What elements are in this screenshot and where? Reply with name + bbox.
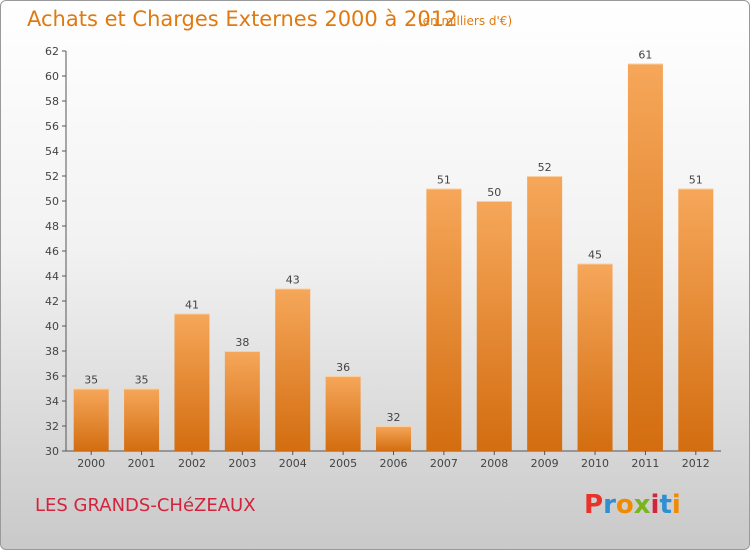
- bar-value-label: 61: [638, 49, 652, 62]
- y-tick-label: 32: [45, 420, 59, 433]
- x-tick-label: 2011: [631, 457, 659, 470]
- x-tick-label: 2008: [480, 457, 508, 470]
- bar-value-label: 35: [135, 374, 149, 387]
- bar-value-label: 50: [487, 186, 501, 199]
- chart-subtitle: (en milliers d'€): [418, 14, 513, 28]
- logo-letter: r: [603, 490, 616, 520]
- x-tick-label: 2005: [329, 457, 357, 470]
- commune-name: LES GRANDS-CHéZEAUX: [35, 495, 256, 516]
- bar: [224, 351, 260, 451]
- bar: [325, 376, 361, 451]
- bar: [275, 288, 311, 451]
- proxiti-logo: Proxiti: [584, 490, 681, 520]
- bar-value-label: 43: [286, 274, 300, 287]
- y-tick-label: 54: [45, 145, 59, 158]
- y-tick-label: 42: [45, 295, 59, 308]
- bars: 35 35 41 38 43 36 32 51 50 52 45 61 51: [73, 49, 714, 451]
- bar: [476, 201, 512, 451]
- x-tick-label: 2004: [279, 457, 307, 470]
- bar-value-label: 36: [336, 361, 350, 374]
- y-tick-label: 60: [45, 70, 59, 83]
- bar-value-label: 32: [387, 411, 401, 424]
- bar-value-label: 35: [84, 374, 98, 387]
- bar-value-label: 51: [437, 174, 451, 187]
- bar: [627, 63, 663, 451]
- bar: [426, 188, 462, 451]
- x-tick-label: 2003: [228, 457, 256, 470]
- logo-letter: t: [659, 490, 672, 520]
- logo-letter: i: [650, 490, 660, 520]
- x-tick-label: 2001: [128, 457, 156, 470]
- logo-letter: x: [633, 490, 651, 520]
- bar-value-label: 52: [538, 161, 552, 174]
- bar-value-label: 41: [185, 299, 199, 312]
- y-tick-label: 56: [45, 120, 59, 133]
- y-tick-label: 38: [45, 345, 59, 358]
- y-tick-label: 62: [45, 45, 59, 58]
- y-tick-label: 40: [45, 320, 59, 333]
- bar: [577, 263, 613, 451]
- bar: [376, 426, 411, 451]
- bar-value-label: 38: [235, 336, 249, 349]
- y-tick-label: 34: [45, 395, 59, 408]
- x-tick-label: 2010: [581, 457, 609, 470]
- y-tick-label: 58: [45, 95, 59, 108]
- logo-letter: o: [615, 490, 634, 520]
- bar: [174, 313, 210, 451]
- y-tick-label: 50: [45, 195, 59, 208]
- x-tick-label: 2002: [178, 457, 206, 470]
- y-tick-label: 36: [45, 370, 59, 383]
- x-tick-label: 2012: [682, 457, 710, 470]
- logo-letter: P: [584, 490, 604, 520]
- bar: [73, 388, 109, 451]
- y-tick-label: 48: [45, 220, 59, 233]
- bar: [527, 176, 563, 451]
- y-tick-label: 52: [45, 170, 59, 183]
- x-tick-label: 2006: [380, 457, 408, 470]
- logo-letter: i: [671, 490, 681, 520]
- bar-value-label: 51: [689, 174, 703, 187]
- bar: [678, 188, 714, 451]
- y-axis: 30 32 34 36 38 40 42 44 46 48 50 52 54 56 58 60 62: [45, 45, 67, 458]
- bar: [124, 388, 160, 451]
- chart-title: Achats et Charges Externes 2000 à 2012: [27, 7, 458, 31]
- x-tick-label: 2009: [531, 457, 559, 470]
- y-tick-label: 44: [45, 270, 59, 283]
- x-axis: 2000 2001 2002 2003 2004 2005 2006 2007 2008 2009…: [66, 450, 721, 470]
- y-tick-label: 30: [45, 445, 59, 458]
- x-tick-label: 2000: [77, 457, 105, 470]
- y-tick-label: 46: [45, 245, 59, 258]
- bar-value-label: 45: [588, 249, 602, 262]
- x-tick-label: 2007: [430, 457, 458, 470]
